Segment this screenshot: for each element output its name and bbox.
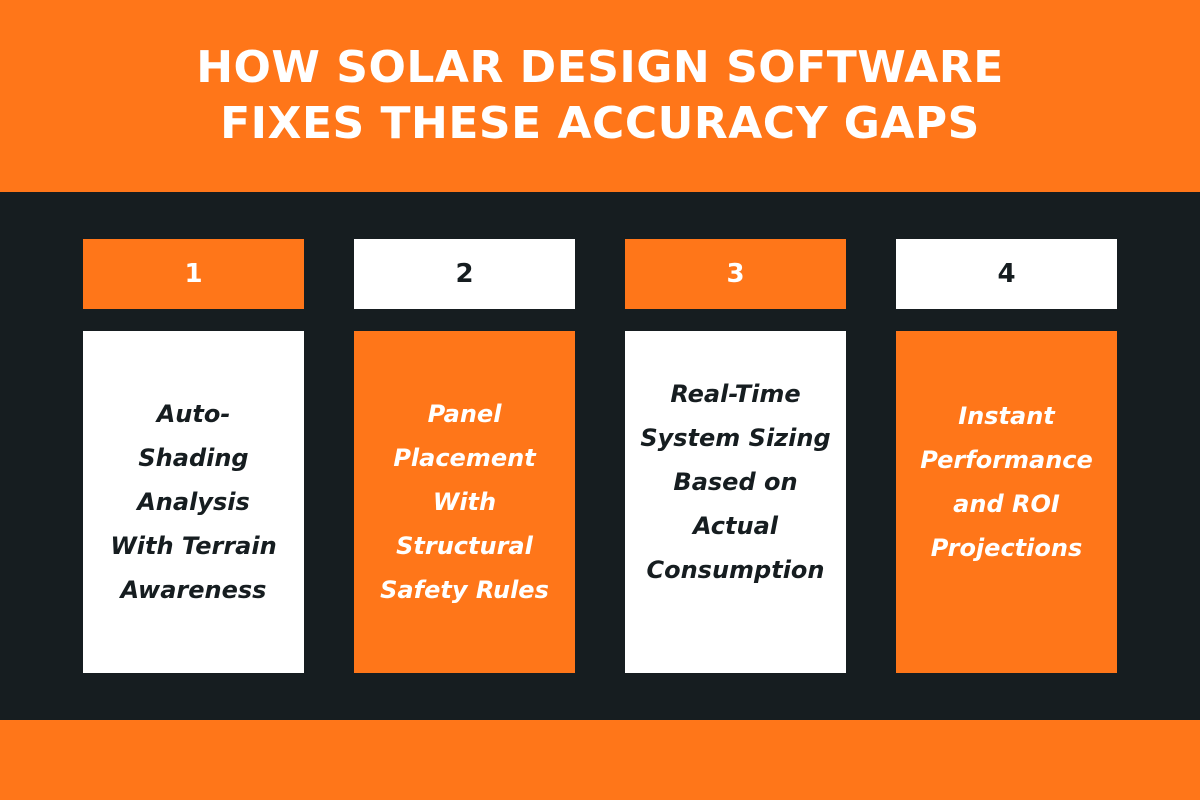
step-card-3: Real-Time System Sizing Based on Actual … [625, 331, 846, 673]
step-number-2: 2 [354, 239, 575, 309]
title-line-2: FIXES THESE ACCURACY GAPS [220, 98, 980, 149]
step-card-1: Auto-Shading Analysis With Terrain Aware… [83, 331, 304, 673]
step-card-text: Panel Placement With Structural Safety R… [380, 400, 549, 604]
step-card-4: Instant Performance and ROI Projections [896, 331, 1117, 673]
step-number-1: 1 [83, 239, 304, 309]
step-card-text: Auto-Shading Analysis With Terrain Aware… [110, 400, 277, 604]
step-card-2: Panel Placement With Structural Safety R… [354, 331, 575, 673]
step-number-3: 3 [625, 239, 846, 309]
title-line-1: HOW SOLAR DESIGN SOFTWARE [196, 42, 1004, 93]
step-card-text: Instant Performance and ROI Projections [920, 402, 1093, 562]
step-number-4: 4 [896, 239, 1117, 309]
page-title: HOW SOLAR DESIGN SOFTWARE FIXES THESE AC… [196, 40, 1004, 152]
step-card-text: Real-Time System Sizing Based on Actual … [640, 380, 831, 584]
header-banner: HOW SOLAR DESIGN SOFTWARE FIXES THESE AC… [0, 0, 1200, 192]
footer-bar [0, 720, 1200, 800]
